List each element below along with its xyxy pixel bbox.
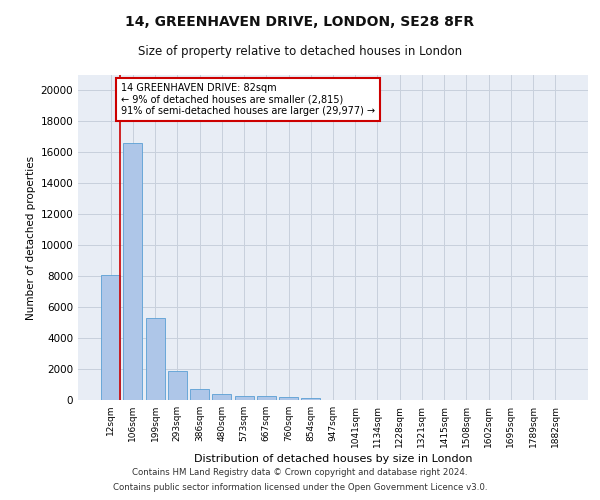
Bar (279, 398, 298, 400)
Bar (257, 396, 276, 400)
Bar (212, 394, 231, 400)
X-axis label: Distribution of detached houses by size in London: Distribution of detached houses by size … (194, 454, 472, 464)
Bar (190, 389, 209, 400)
Bar (168, 372, 187, 400)
Bar (124, 143, 142, 400)
Bar (146, 318, 164, 400)
Text: Size of property relative to detached houses in London: Size of property relative to detached ho… (138, 45, 462, 58)
Text: Contains HM Land Registry data © Crown copyright and database right 2024.: Contains HM Land Registry data © Crown c… (132, 468, 468, 477)
Y-axis label: Number of detached properties: Number of detached properties (26, 156, 36, 320)
Text: 14 GREENHAVEN DRIVE: 82sqm
← 9% of detached houses are smaller (2,815)
91% of se: 14 GREENHAVEN DRIVE: 82sqm ← 9% of detac… (121, 82, 376, 116)
Bar (101, 274, 120, 400)
Bar (301, 398, 320, 400)
Text: Contains public sector information licensed under the Open Government Licence v3: Contains public sector information licen… (113, 483, 487, 492)
Bar (235, 396, 254, 400)
Text: 14, GREENHAVEN DRIVE, LONDON, SE28 8FR: 14, GREENHAVEN DRIVE, LONDON, SE28 8FR (125, 15, 475, 29)
